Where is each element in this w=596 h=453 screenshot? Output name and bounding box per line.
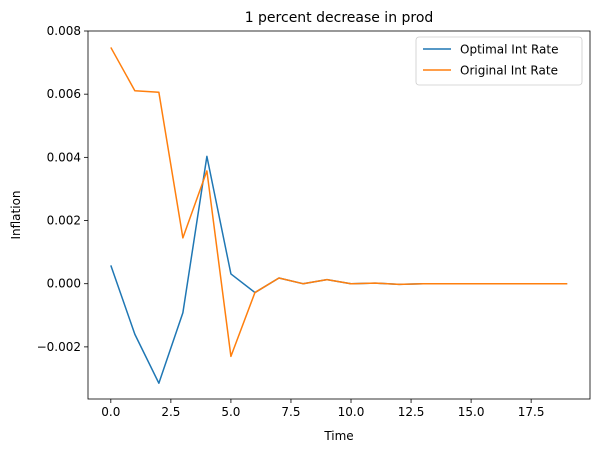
x-tick-label: 15.0 (458, 405, 485, 419)
y-tick-label: 0.000 (47, 277, 81, 291)
y-axis: −0.002 0.000 0.002 0.004 0.006 0.008 (37, 24, 88, 354)
legend-label-original: Original Int Rate (460, 64, 558, 78)
x-tick-label: 0.0 (101, 405, 120, 419)
x-tick-label: 17.5 (518, 405, 545, 419)
x-tick-label: 2.5 (161, 405, 180, 419)
y-axis-label: Inflation (9, 190, 23, 239)
x-axis: 0.0 2.5 5.0 7.5 10.0 12.5 15.0 17.5 (101, 399, 545, 419)
x-tick-label: 10.0 (338, 405, 365, 419)
plot-area (110, 47, 568, 384)
y-tick-label: −0.002 (37, 340, 81, 354)
series-line-original (110, 47, 568, 358)
y-tick-label: 0.006 (47, 87, 81, 101)
y-tick-label: 0.004 (47, 150, 81, 164)
x-tick-label: 12.5 (398, 405, 425, 419)
plot-frame (87, 30, 591, 400)
chart-title: 1 percent decrease in prod (245, 10, 434, 26)
y-tick-label: 0.002 (47, 214, 81, 228)
x-axis-label: Time (323, 429, 353, 443)
x-tick-label: 5.0 (221, 405, 240, 419)
y-tick-label: 0.008 (47, 24, 81, 38)
legend: Optimal Int Rate Original Int Rate (415, 36, 583, 86)
legend-box (415, 36, 583, 86)
legend-label-optimal: Optimal Int Rate (460, 43, 558, 57)
x-tick-label: 7.5 (281, 405, 300, 419)
